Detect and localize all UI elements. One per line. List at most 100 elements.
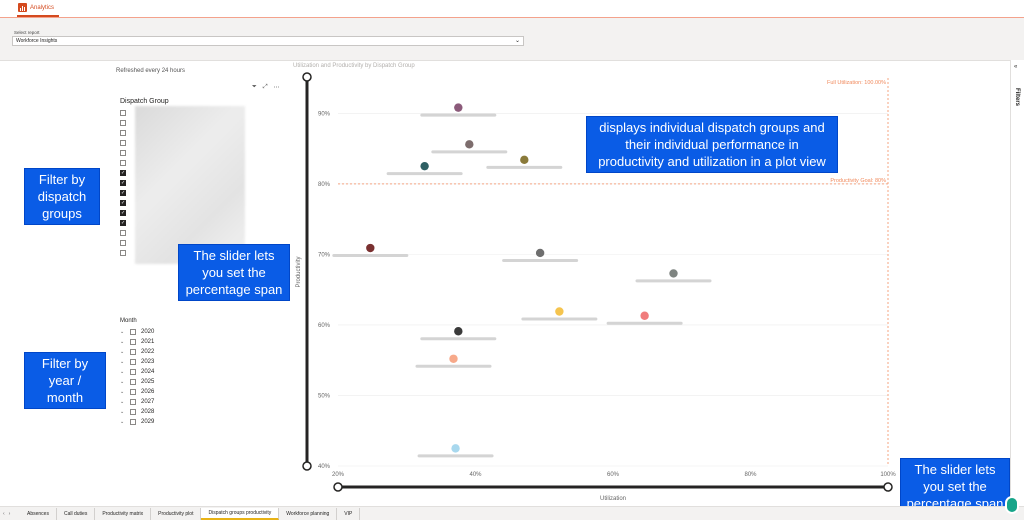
month-list: ⌄ 2020 ⌄ 2021 ⌄ 2022 ⌄ 2023 ⌄ 2024 ⌄ 2025 ⌄ 2026 ⌄ 2027… (120, 327, 154, 427)
checkbox[interactable] (120, 120, 126, 126)
page-tab[interactable]: Call duties (56, 508, 96, 520)
checkbox[interactable] (130, 409, 136, 415)
page-tab[interactable]: Workforce planning (279, 508, 338, 520)
chevron-down-icon[interactable]: ⌄ (120, 359, 125, 365)
more-options-icon[interactable]: ⋯ (273, 85, 280, 91)
month-year-item[interactable]: ⌄ 2026 (120, 387, 154, 397)
refresh-note: Refreshed every 24 hours (116, 68, 186, 74)
dispatch-group-item[interactable] (120, 248, 126, 258)
chevron-down-icon[interactable]: ⌄ (120, 339, 125, 345)
year-label: 2025 (141, 379, 155, 385)
checkbox[interactable] (120, 140, 126, 146)
checkbox[interactable] (130, 389, 136, 395)
redacted-dispatch-group-names (135, 106, 245, 264)
dispatch-group-item[interactable]: ✓ (120, 218, 126, 228)
help-fab[interactable] (1005, 496, 1019, 514)
page-tab[interactable]: Productivity matrix (95, 508, 152, 520)
chevron-down-icon[interactable]: ⌄ (120, 419, 125, 425)
checkbox[interactable]: ✓ (120, 220, 126, 226)
checkbox[interactable] (130, 419, 136, 425)
chevron-down-icon[interactable]: ⌄ (120, 409, 125, 415)
dispatch-group-item[interactable] (120, 138, 126, 148)
visual-header-icons: ⏷ ⤢ ⋯ (252, 84, 280, 91)
checkbox[interactable] (130, 379, 136, 385)
productivity-slider-handle-bottom[interactable] (302, 461, 312, 471)
checkbox[interactable] (130, 329, 136, 335)
app-tab-label: Analytics (30, 4, 55, 11)
checkbox[interactable] (120, 130, 126, 136)
month-year-item[interactable]: ⌄ 2024 (120, 367, 154, 377)
checkbox[interactable] (130, 369, 136, 375)
month-year-item[interactable]: ⌄ 2021 (120, 337, 154, 347)
month-year-item[interactable]: ⌄ 2020 (120, 327, 154, 337)
app-tab-analytics[interactable]: Analytics (18, 3, 54, 12)
chevron-down-icon[interactable]: ⌄ (120, 329, 125, 335)
dispatch-group-item[interactable] (120, 108, 126, 118)
dispatch-group-item[interactable] (120, 238, 126, 248)
chevron-down-icon[interactable]: ⌄ (120, 349, 125, 355)
checkbox[interactable]: ✓ (120, 210, 126, 216)
year-label: 2028 (141, 409, 155, 415)
month-year-item[interactable]: ⌄ 2028 (120, 407, 154, 417)
page-tabs: ‹ › Absences Call duties Productivity matri… (0, 506, 1024, 520)
double-chevron-icon[interactable]: « (1014, 64, 1018, 70)
page-tab[interactable]: Dispatch groups productivity (201, 508, 280, 520)
chevron-down-icon[interactable]: ⌄ (120, 399, 125, 405)
month-year-item[interactable]: ⌄ 2025 (120, 377, 154, 387)
dispatch-group-item[interactable] (120, 128, 126, 138)
page-tab[interactable]: Productivity plot (151, 508, 202, 520)
focus-mode-icon[interactable]: ⤢ (262, 84, 268, 90)
dispatch-group-item[interactable] (120, 158, 126, 168)
dispatch-group-item[interactable] (120, 148, 126, 158)
month-year-item[interactable]: ⌄ 2022 (120, 347, 154, 357)
filters-pane[interactable]: « Filters (1010, 60, 1024, 506)
chevron-down-icon[interactable]: ⌄ (120, 379, 125, 385)
report-dropdown-value: Workforce Insights (16, 38, 58, 44)
dispatch-group-item[interactable]: ✓ (120, 208, 126, 218)
utilization-slider-handle-left[interactable] (333, 482, 343, 492)
checkbox[interactable] (130, 349, 136, 355)
callout-plot-description: displays individual dispatch groups and … (586, 116, 838, 173)
month-year-item[interactable]: ⌄ 2029 (120, 417, 154, 427)
checkbox[interactable] (120, 150, 126, 156)
report-dropdown[interactable]: Workforce Insights ⌄ (12, 36, 524, 46)
utilization-slider-handle-right[interactable] (883, 482, 893, 492)
page-nav-arrows[interactable]: ‹ › (0, 508, 20, 520)
chevron-right-icon[interactable]: › (8, 511, 11, 517)
checkbox[interactable] (120, 160, 126, 166)
dispatch-group-item[interactable]: ✓ (120, 198, 126, 208)
dispatch-group-item[interactable]: ✓ (120, 168, 126, 178)
dispatch-group-item[interactable]: ✓ (120, 188, 126, 198)
dispatch-group-item[interactable] (120, 118, 126, 128)
chevron-down-icon[interactable]: ⌄ (120, 369, 125, 375)
report-selector-area: Select report Workforce Insights ⌄ (0, 18, 1024, 60)
month-year-item[interactable]: ⌄ 2023 (120, 357, 154, 367)
year-label: 2021 (141, 339, 155, 345)
dispatch-group-item[interactable]: ✓ (120, 178, 126, 188)
checkbox[interactable]: ✓ (120, 180, 126, 186)
chevron-left-icon[interactable]: ‹ (3, 511, 5, 517)
callout-filter-dispatch: Filter by dispatch groups (24, 168, 100, 225)
chevron-down-icon[interactable]: ⌄ (120, 389, 125, 395)
checkbox[interactable] (120, 230, 126, 236)
checkbox[interactable]: ✓ (120, 170, 126, 176)
year-label: 2024 (141, 369, 155, 375)
analytics-icon (18, 3, 27, 12)
checkbox[interactable]: ✓ (120, 190, 126, 196)
checkbox[interactable] (120, 240, 126, 246)
checkbox[interactable] (120, 110, 126, 116)
month-year-item[interactable]: ⌄ 2027 (120, 397, 154, 407)
page-tab[interactable]: Absences (20, 508, 57, 520)
checkbox[interactable] (120, 250, 126, 256)
year-label: 2026 (141, 389, 155, 395)
dispatch-group-item[interactable] (120, 228, 126, 238)
productivity-slider-handle-top[interactable] (302, 72, 312, 82)
filter-icon[interactable]: ⏷ (252, 84, 257, 90)
top-app-bar: Analytics (0, 0, 1024, 18)
page-tab[interactable]: VIP (337, 508, 361, 520)
checkbox[interactable] (130, 359, 136, 365)
checkbox[interactable]: ✓ (120, 200, 126, 206)
checkbox[interactable] (130, 339, 136, 345)
year-label: 2029 (141, 419, 155, 425)
checkbox[interactable] (130, 399, 136, 405)
